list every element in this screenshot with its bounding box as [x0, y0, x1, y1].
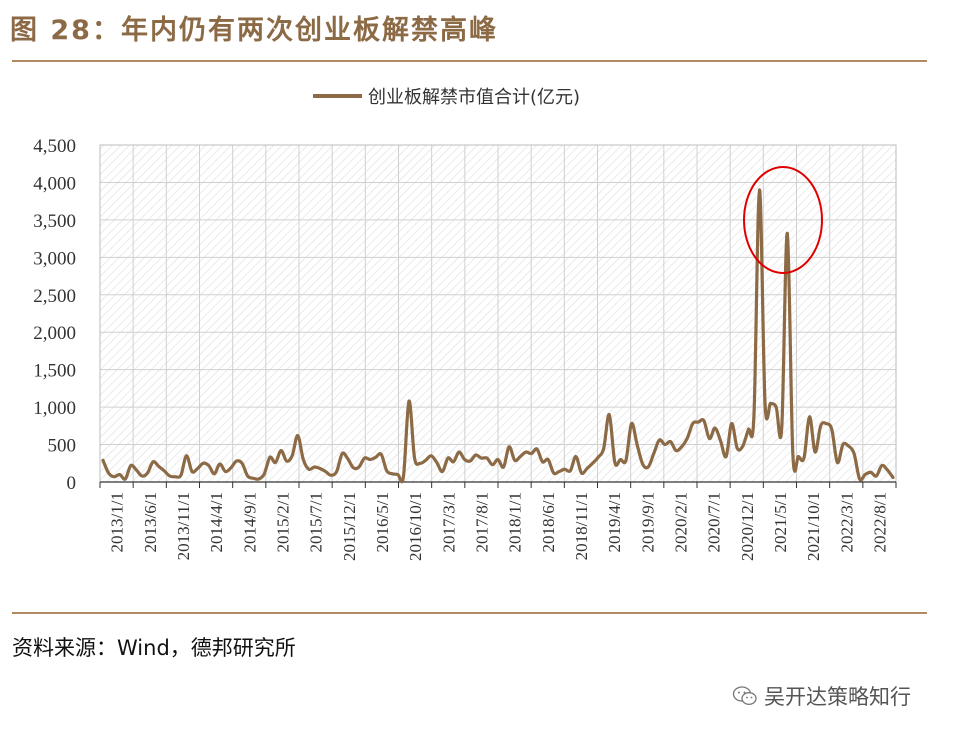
watermark: 吴开达策略知行 [732, 681, 911, 711]
x-tick-label: 2022/8/1 [870, 492, 889, 552]
x-tick-label: 2018/11/1 [572, 492, 591, 560]
x-tick-label: 2017/3/1 [439, 492, 458, 552]
y-tick-label: 2,500 [33, 286, 76, 307]
wechat-icon [732, 686, 757, 705]
x-axis: 2013/1/1 2013/6/1 2013/11/1 2014/4/1 2014/9/… [99, 481, 897, 561]
y-tick-label: 1,500 [33, 361, 76, 382]
x-tick-label: 2020/12/1 [738, 492, 757, 561]
x-tick-label: 2020/7/1 [705, 492, 724, 552]
x-tick-label: 2019/4/1 [605, 492, 624, 552]
top-divider [12, 60, 927, 62]
watermark-text: 吴开达策略知行 [764, 685, 911, 709]
x-tick-label: 2015/12/1 [340, 492, 359, 561]
chart-legend: 创业板解禁市值合计(亿元) [313, 87, 580, 108]
line-chart: 创业板解禁市值合计(亿元) 0 500 1,000 1,500 2,000 2,500 3,… [33, 87, 897, 561]
y-tick-label: 0 [67, 473, 77, 494]
x-tick-label: 2013/11/1 [174, 492, 193, 560]
x-tick-label: 2013/6/1 [141, 492, 160, 552]
x-tick-label: 2013/1/1 [108, 492, 127, 552]
x-tick-label: 2015/2/1 [273, 492, 292, 552]
source-note: 资料来源：Wind，德邦研究所 [12, 636, 296, 660]
y-tick-label: 2,000 [33, 323, 76, 344]
x-tick-label: 2019/9/1 [638, 492, 657, 552]
x-tick-label: 2022/3/1 [837, 492, 856, 552]
legend-label: 创业板解禁市值合计(亿元) [368, 87, 580, 108]
x-tick-label: 2014/4/1 [207, 492, 226, 552]
peak-highlight-circle [743, 166, 823, 274]
y-tick-label: 4,500 [33, 136, 76, 157]
y-tick-label: 4,000 [33, 173, 76, 194]
series-line [101, 188, 895, 484]
y-tick-label: 1,000 [33, 398, 76, 419]
y-tick-label: 500 [48, 436, 77, 457]
series-group [101, 188, 895, 484]
x-tick-label: 2018/6/1 [539, 492, 558, 552]
x-tick-label: 2016/10/1 [406, 492, 425, 561]
x-tick-label: 2014/9/1 [240, 492, 259, 552]
figure-title: 图 28：年内仍有两次创业板解禁高峰 [10, 15, 498, 46]
bottom-divider [12, 612, 927, 614]
x-tick-label: 2018/1/1 [506, 492, 525, 552]
x-tick-label: 2015/7/1 [307, 492, 326, 552]
x-tick-label: 2016/5/1 [373, 492, 392, 552]
y-tick-label: 3,500 [33, 211, 76, 232]
x-tick-label: 2017/8/1 [472, 492, 491, 552]
x-tick-label: 2021/10/1 [804, 492, 823, 561]
x-tick-label: 2020/2/1 [671, 492, 690, 552]
y-axis: 0 500 1,000 1,500 2,000 2,500 3,000 3,500 4,000 4… [33, 136, 76, 494]
x-tick-label: 2021/5/1 [771, 492, 790, 552]
y-tick-label: 3,000 [33, 248, 76, 269]
